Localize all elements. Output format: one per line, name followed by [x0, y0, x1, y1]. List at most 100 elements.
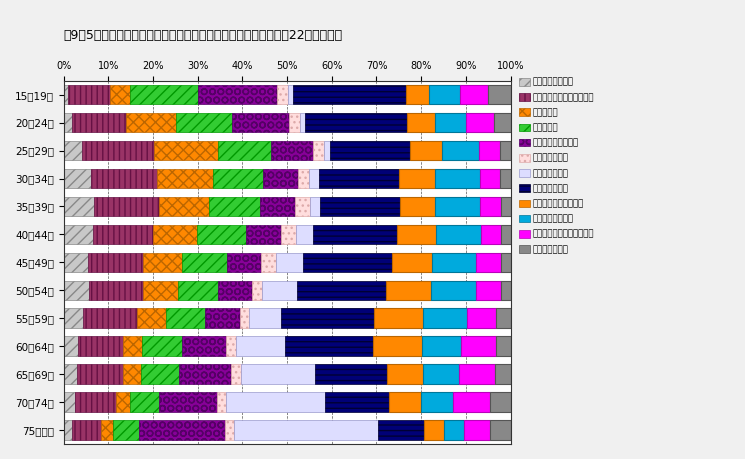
Legend: 管理的職業従事者, 専門的・技術的職業従事者, 事務従事者, 販売従事者, サービス職業従事者, 保安職業従事者, 農林漁業従事者, 生産工程従事者, 輸送・機: 管理的職業従事者, 専門的・技術的職業従事者, 事務従事者, 販売従事者, サー… [519, 78, 595, 254]
Bar [231, 364, 241, 384]
Bar [501, 224, 510, 244]
Bar [142, 336, 182, 356]
Bar [72, 113, 126, 132]
Bar [285, 336, 373, 356]
Bar [143, 252, 183, 272]
Bar [276, 252, 303, 272]
Bar [490, 392, 510, 412]
Bar [330, 141, 410, 160]
Bar [374, 308, 422, 328]
Bar [259, 197, 295, 216]
Bar [464, 420, 490, 440]
Bar [166, 308, 206, 328]
Bar [218, 280, 253, 300]
Bar [64, 336, 78, 356]
Bar [435, 197, 481, 216]
Bar [64, 392, 75, 412]
Bar [476, 252, 501, 272]
Bar [500, 141, 510, 160]
Bar [435, 169, 481, 188]
Bar [481, 224, 501, 244]
Bar [431, 252, 476, 272]
Bar [218, 141, 270, 160]
Bar [434, 113, 466, 132]
Bar [325, 392, 389, 412]
Bar [277, 85, 288, 105]
Bar [101, 420, 112, 440]
Bar [315, 364, 387, 384]
Bar [89, 280, 143, 300]
Bar [299, 113, 305, 132]
Bar [75, 392, 116, 412]
Bar [431, 280, 476, 300]
Bar [234, 420, 378, 440]
Bar [64, 85, 68, 105]
Bar [293, 85, 406, 105]
Bar [313, 224, 397, 244]
Bar [496, 336, 510, 356]
Bar [460, 85, 488, 105]
Bar [143, 280, 178, 300]
Bar [387, 364, 423, 384]
Bar [288, 113, 299, 132]
Bar [481, 197, 501, 216]
Bar [64, 364, 77, 384]
Bar [481, 169, 501, 188]
Bar [153, 224, 197, 244]
Bar [501, 252, 510, 272]
Text: 図9　5歳階級別における職業大分類別の就業者割合　男　（平成22年　全国）: 図9 5歳階級別における職業大分類別の就業者割合 男 （平成22年 全国） [64, 29, 343, 42]
Bar [428, 85, 460, 105]
Bar [501, 280, 510, 300]
Bar [308, 169, 319, 188]
Bar [392, 252, 431, 272]
Bar [154, 141, 218, 160]
Bar [206, 308, 240, 328]
Bar [297, 280, 387, 300]
Bar [64, 197, 94, 216]
Bar [64, 141, 82, 160]
Bar [466, 113, 494, 132]
Bar [137, 308, 166, 328]
Bar [141, 364, 180, 384]
Bar [387, 280, 431, 300]
Bar [479, 141, 500, 160]
Bar [262, 280, 297, 300]
Bar [466, 308, 496, 328]
Bar [64, 420, 72, 440]
Bar [116, 392, 130, 412]
Bar [459, 364, 495, 384]
Bar [442, 141, 479, 160]
Bar [261, 252, 276, 272]
Bar [299, 169, 308, 188]
Bar [437, 224, 481, 244]
Bar [112, 420, 139, 440]
Bar [94, 197, 159, 216]
Bar [197, 224, 247, 244]
Bar [320, 197, 400, 216]
Bar [241, 364, 315, 384]
Bar [423, 364, 459, 384]
Bar [373, 336, 422, 356]
Bar [226, 392, 325, 412]
Bar [64, 224, 93, 244]
Bar [197, 85, 277, 105]
Bar [92, 169, 157, 188]
Bar [490, 420, 510, 440]
Bar [235, 336, 285, 356]
Bar [225, 420, 234, 440]
Bar [399, 169, 435, 188]
Bar [476, 280, 501, 300]
Bar [78, 336, 123, 356]
Bar [288, 85, 293, 105]
Bar [159, 392, 218, 412]
Bar [305, 113, 407, 132]
Bar [495, 364, 510, 384]
Bar [494, 113, 510, 132]
Bar [226, 336, 235, 356]
Bar [397, 224, 437, 244]
Bar [400, 197, 435, 216]
Bar [389, 392, 421, 412]
Bar [64, 169, 92, 188]
Bar [319, 169, 399, 188]
Bar [68, 85, 110, 105]
